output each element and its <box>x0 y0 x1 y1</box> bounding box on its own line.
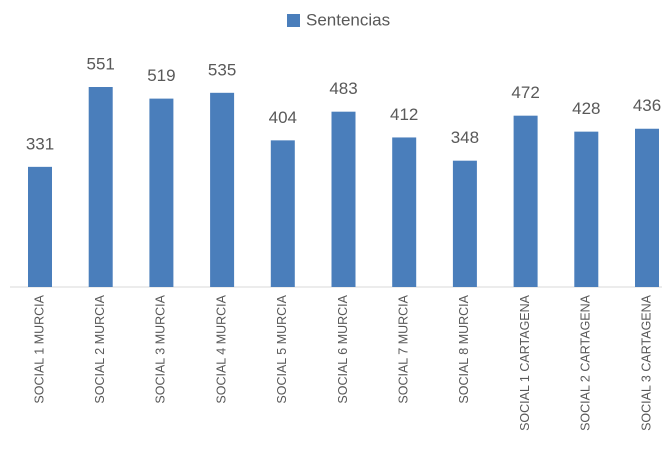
x-tick-label: SOCIAL 2 MURCIA <box>93 294 107 403</box>
bar <box>635 128 659 287</box>
x-tick-label: SOCIAL 4 MURCIA <box>214 294 228 403</box>
bar <box>210 92 235 288</box>
x-tick-label: SOCIAL 5 MURCIA <box>275 294 289 403</box>
value-label: 551 <box>87 54 115 73</box>
value-label: 412 <box>390 105 418 124</box>
value-label: 483 <box>329 79 357 98</box>
legend-swatch <box>287 14 300 27</box>
value-label: 472 <box>511 83 539 102</box>
value-label: 519 <box>147 66 175 85</box>
legend-label: Sentencias <box>306 10 390 29</box>
bar <box>392 137 417 287</box>
value-label: 535 <box>208 60 236 79</box>
x-tick-label: SOCIAL 1 CARTAGENA <box>518 294 532 431</box>
bar <box>88 87 113 287</box>
value-label: 331 <box>26 134 54 153</box>
bar <box>149 98 174 288</box>
value-label: 348 <box>451 128 479 147</box>
bar <box>270 140 295 287</box>
bar <box>28 166 52 287</box>
x-tick-label: SOCIAL 2 CARTAGENA <box>579 294 593 431</box>
x-tick-label: SOCIAL 1 MURCIA <box>32 294 46 403</box>
bar <box>331 111 356 287</box>
value-label: 428 <box>572 99 600 118</box>
bar <box>513 115 538 287</box>
x-tick-label: SOCIAL 6 MURCIA <box>336 294 350 403</box>
value-label: 404 <box>269 108 297 127</box>
x-tick-label: SOCIAL 8 MURCIA <box>457 294 471 403</box>
value-label: 436 <box>633 96 661 115</box>
bar <box>452 160 477 287</box>
x-tick-label: SOCIAL 3 MURCIA <box>154 294 168 403</box>
x-tick-label: SOCIAL 3 CARTAGENA <box>639 294 653 431</box>
x-tick-label: SOCIAL 7 MURCIA <box>396 294 410 403</box>
bar <box>574 131 599 287</box>
